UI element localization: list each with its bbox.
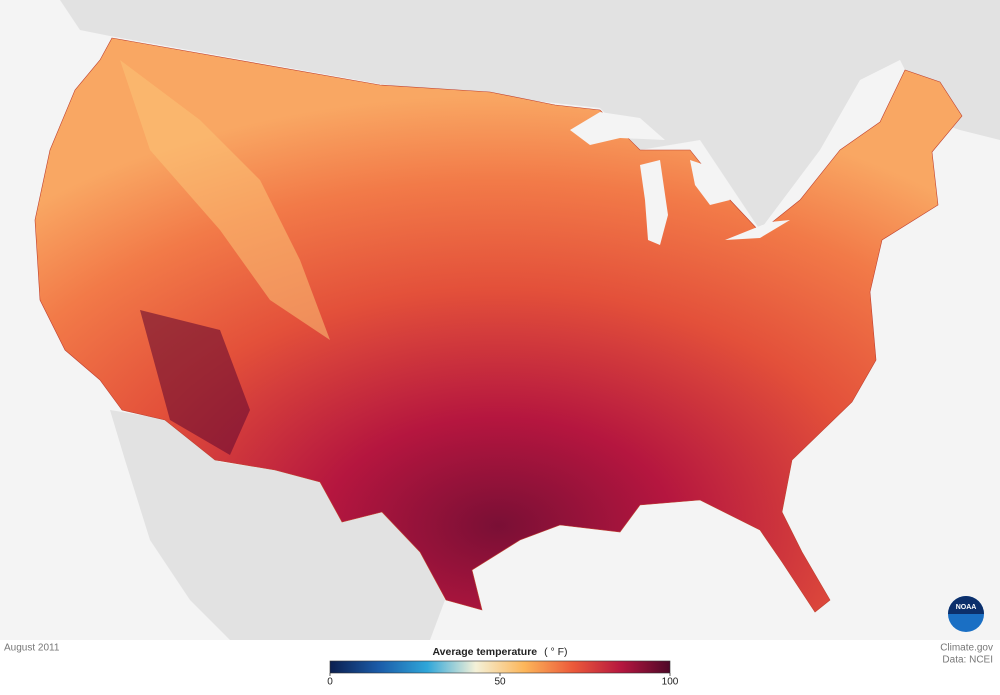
legend-tick-label: 100: [662, 677, 679, 688]
desert-hot-zone: [140, 310, 250, 455]
legend-tick-label: 50: [494, 677, 506, 688]
legend-title: Average temperature ( ° F): [432, 646, 567, 658]
us-temperature: [34, 37, 963, 613]
lake-michigan: [640, 160, 668, 245]
logo-text: NOAA: [956, 604, 977, 611]
lake-superior: [570, 112, 665, 145]
date-label: August 2011: [4, 643, 60, 654]
legend-colorbar: [329, 660, 671, 674]
canada: [60, 0, 1000, 230]
mexico: [110, 410, 445, 640]
lake-huron: [690, 160, 730, 205]
credit: Data: NCEI: [942, 655, 993, 666]
legend-unit: ( ° F): [544, 646, 567, 658]
legend-title-text: Average temperature: [432, 646, 537, 658]
lake-erie: [725, 220, 790, 240]
legend-tick-label: 0: [327, 677, 333, 688]
noaa-logo: NOAA: [948, 596, 984, 632]
mountain-cool-zone: [120, 60, 330, 340]
credit: Climate.gov: [940, 643, 993, 654]
logo-top: [948, 596, 984, 614]
